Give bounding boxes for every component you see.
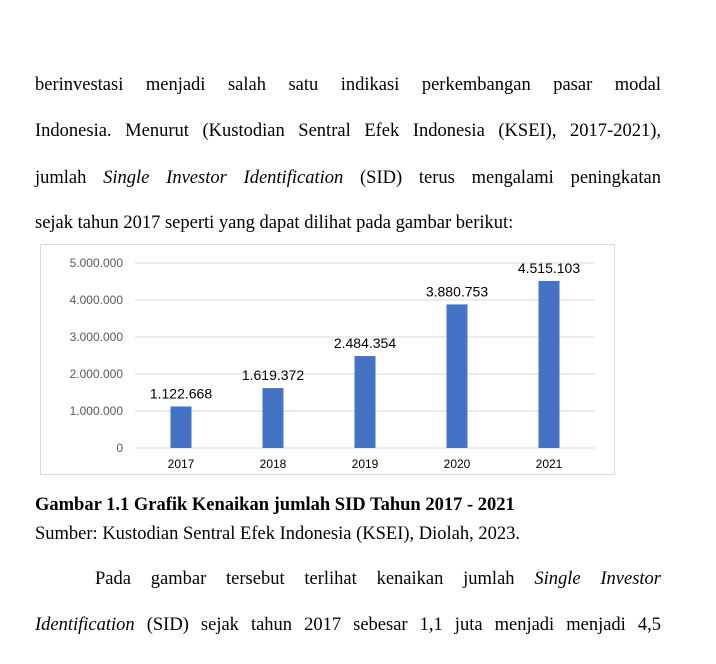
x-tick-label: 2021 bbox=[536, 457, 563, 471]
text-span: (SID) sejak tahun 2017 sebesar 1,1 juta … bbox=[134, 615, 661, 635]
y-tick-label: 4.000.000 bbox=[70, 293, 124, 307]
x-tick-label: 2020 bbox=[444, 457, 471, 471]
paragraph-line: berinvestasi menjadi salah satu indikasi… bbox=[35, 75, 661, 95]
bar bbox=[354, 356, 376, 448]
x-tick-label: 2017 bbox=[168, 457, 195, 471]
paragraph-line: Pada gambar tersebut terlihat kenaikan j… bbox=[95, 567, 661, 591]
paragraph-line: Identification (SID) sejak tahun 2017 se… bbox=[35, 613, 661, 637]
data-label: 1.619.372 bbox=[242, 367, 304, 383]
bar bbox=[262, 388, 284, 448]
figure-caption: Gambar 1.1 Grafik Kenaikan jumlah SID Ta… bbox=[35, 495, 515, 515]
x-tick-label: 2018 bbox=[260, 457, 287, 471]
data-label: 1.122.668 bbox=[150, 385, 212, 401]
data-label: 2.484.354 bbox=[334, 335, 396, 351]
figure-frame: 0 1.000.000 2.000.000 3.000.000 4.000.000 5.0… bbox=[40, 244, 615, 475]
paragraph-line: Indonesia. Menurut (Kustodian Sentral Ef… bbox=[35, 121, 661, 141]
italic-term: Identification bbox=[35, 615, 135, 635]
paragraph-line: sejak tahun 2017 seperti yang dapat dili… bbox=[35, 213, 514, 233]
y-tick-label: 0 bbox=[116, 441, 123, 455]
italic-term: Single Investor bbox=[534, 569, 661, 589]
y-tick-label: 3.000.000 bbox=[70, 330, 124, 344]
bar-chart: 0 1.000.000 2.000.000 3.000.000 4.000.000 5.0… bbox=[70, 256, 595, 471]
y-tick-label: 1.000.000 bbox=[70, 404, 124, 418]
figure-source: Sumber: Kustodian Sentral Efek Indonesia… bbox=[35, 524, 521, 544]
text-span: (SID) terus mengalami peningkatan bbox=[343, 168, 661, 188]
x-tick-label: 2019 bbox=[352, 457, 379, 471]
bar bbox=[538, 280, 560, 448]
bar bbox=[170, 406, 192, 448]
data-label: 3.880.753 bbox=[426, 283, 488, 299]
y-tick-label: 5.000.000 bbox=[70, 256, 124, 270]
text-span: jumlah bbox=[35, 168, 104, 188]
data-label: 4.515.103 bbox=[518, 260, 580, 276]
bar bbox=[446, 304, 468, 448]
text-span: Pada gambar tersebut terlihat kenaikan j… bbox=[95, 569, 535, 589]
paragraph-line: jumlah Single Investor Identification (S… bbox=[35, 166, 661, 190]
italic-term: Single Investor Identification bbox=[103, 168, 344, 188]
y-tick-label: 2.000.000 bbox=[70, 367, 124, 381]
